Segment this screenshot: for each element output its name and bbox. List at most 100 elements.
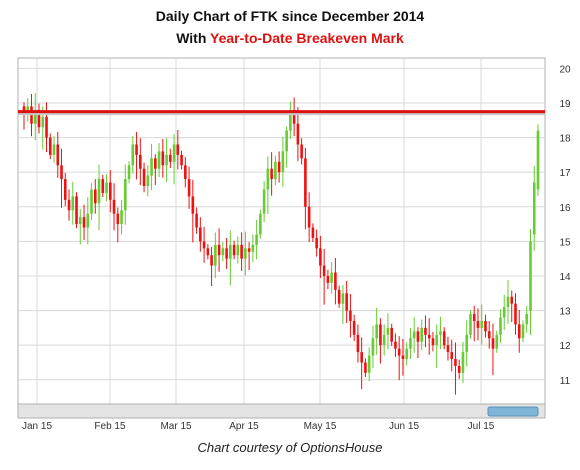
candle-body	[259, 213, 262, 235]
candle-body	[63, 179, 67, 200]
candle-body	[195, 213, 198, 228]
candle-body	[446, 345, 450, 353]
x-tick-label: Jun 15	[389, 421, 419, 432]
candle-body	[412, 331, 416, 339]
candle-body	[78, 217, 82, 225]
candle-body	[244, 248, 247, 259]
candle-body	[457, 365, 461, 373]
candle-body	[341, 293, 345, 304]
candle-body	[202, 241, 206, 249]
candle-body	[127, 165, 131, 180]
candle-body	[165, 154, 168, 166]
subtitle-prefix: With	[176, 30, 211, 46]
candle-body	[146, 175, 150, 187]
candle-body	[465, 334, 469, 353]
candle-body	[221, 248, 225, 256]
candle-body	[296, 123, 300, 145]
y-tick-label: 20	[559, 64, 571, 75]
y-tick-label: 16	[559, 203, 571, 214]
candle-body	[71, 196, 75, 211]
candle-body	[108, 182, 112, 200]
candle-body	[502, 307, 506, 318]
candle-body	[105, 182, 108, 193]
candle-body	[116, 213, 120, 225]
candle-body	[371, 338, 375, 356]
candle-body	[75, 196, 78, 225]
candle-body	[499, 317, 502, 335]
x-tick-label: Mar 15	[160, 421, 192, 432]
candle-body	[33, 109, 37, 124]
candle-body	[150, 158, 153, 176]
candle-body	[397, 348, 401, 356]
candle-body	[180, 154, 183, 166]
candle-body	[135, 144, 138, 155]
candle-body	[525, 314, 529, 325]
candle-body	[300, 144, 303, 159]
candle-body	[409, 338, 412, 349]
candle-body	[67, 199, 71, 211]
candle-body	[112, 199, 116, 214]
candle-body	[22, 106, 26, 114]
candle-body	[210, 255, 213, 266]
chart-title: Daily Chart of FTK since December 2014	[155, 8, 425, 24]
y-tick-label: 12	[559, 341, 571, 352]
candle-body	[469, 314, 472, 335]
candle-body	[506, 296, 510, 308]
candle-body	[52, 144, 56, 155]
candle-body	[56, 144, 60, 166]
candle-body	[157, 151, 161, 169]
candle-body	[322, 265, 326, 276]
y-tick-label: 17	[559, 168, 571, 179]
candle-body	[476, 320, 480, 328]
candle-body	[345, 293, 348, 311]
candle-body	[251, 244, 255, 252]
y-tick-label: 14	[559, 272, 571, 283]
candle-body	[161, 151, 165, 166]
candle-body	[199, 227, 202, 242]
chart-scrollbar	[17, 403, 546, 419]
candle-body	[229, 244, 232, 259]
candle-body	[334, 272, 337, 290]
candle-body	[277, 161, 281, 173]
chart-scrollbar-thumb	[487, 406, 539, 417]
candle-body	[123, 179, 127, 211]
candle-body	[41, 116, 45, 128]
candle-body	[349, 310, 352, 321]
candle-body	[326, 275, 330, 283]
candle-body	[217, 244, 221, 256]
candle-body	[292, 109, 296, 124]
candle-body	[491, 338, 495, 349]
candle-body	[172, 144, 176, 162]
candle-body	[139, 154, 142, 169]
candle-body	[390, 327, 393, 342]
candle-body	[487, 331, 491, 339]
candle-body	[236, 244, 240, 256]
y-tick-label: 13	[559, 307, 571, 318]
candle-body	[495, 334, 499, 349]
chart-subtitle: With Year-to-Date Breakeven Mark	[0, 30, 580, 46]
candle-body	[360, 352, 363, 363]
candle-body	[232, 244, 236, 256]
candle-body	[367, 355, 371, 373]
candle-body	[510, 296, 514, 304]
candle-body	[431, 338, 435, 346]
candle-body	[472, 314, 476, 321]
candle-body	[424, 327, 427, 335]
candle-body	[454, 359, 457, 366]
candle-body	[274, 161, 277, 180]
candle-body	[225, 248, 228, 259]
candle-body	[427, 334, 431, 339]
candle-body	[97, 179, 101, 204]
candle-body	[120, 210, 123, 225]
x-tick-label: Jan 15	[22, 421, 52, 432]
y-tick-label: 18	[559, 134, 571, 145]
candle-body	[176, 144, 180, 155]
chart-credit: Chart courtesy of OptionsHouse	[197, 440, 383, 455]
y-tick-label: 11	[560, 376, 571, 387]
candle-body	[247, 248, 251, 252]
candle-body	[206, 248, 210, 256]
candle-body	[285, 130, 288, 152]
candle-body	[255, 234, 258, 245]
candle-body	[307, 206, 311, 228]
